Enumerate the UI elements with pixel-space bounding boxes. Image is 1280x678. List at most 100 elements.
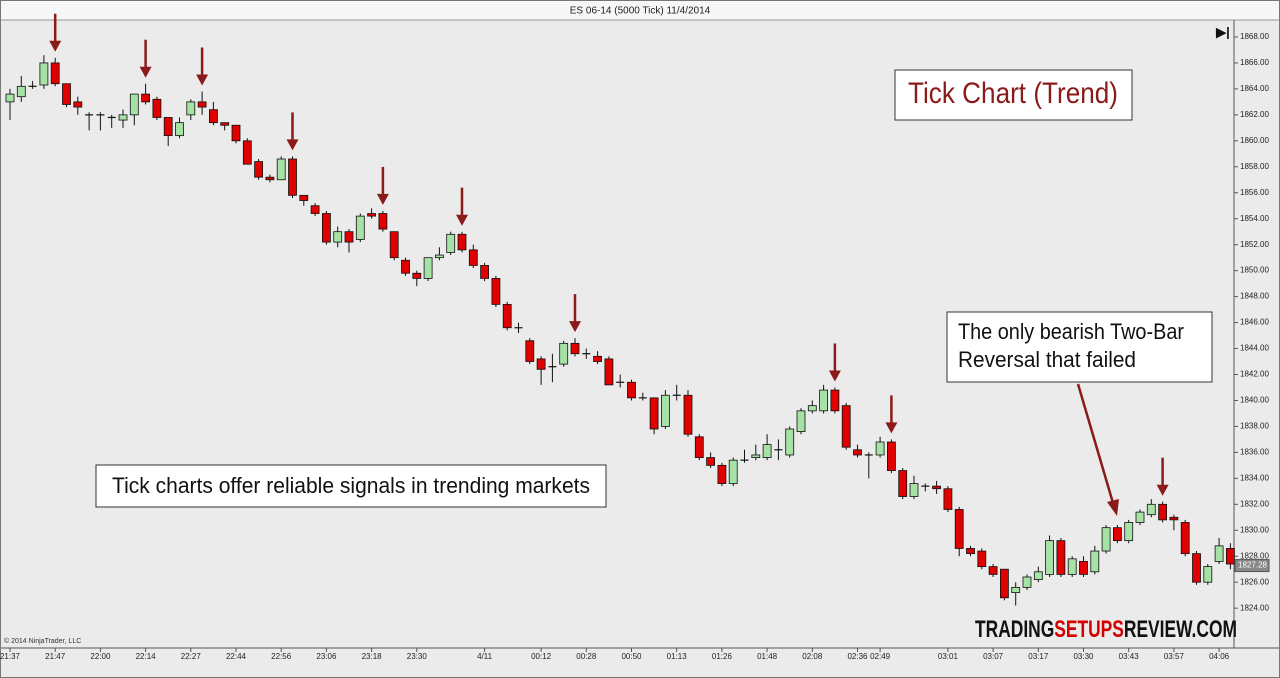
candle-body <box>559 342 569 365</box>
y-tick-label: 1848.00 <box>1240 292 1269 301</box>
y-tick-label: 1852.00 <box>1240 240 1269 249</box>
candle-body <box>1226 548 1235 565</box>
signal-arrowhead <box>1156 484 1169 496</box>
x-tick-label: 21:37 <box>0 652 21 661</box>
candle-body <box>1000 568 1009 599</box>
candle-body <box>50 62 60 85</box>
candle-body <box>299 194 309 201</box>
candle-body <box>943 488 953 510</box>
y-tick-label: 1846.00 <box>1240 318 1269 327</box>
y-tick-label: 1868.00 <box>1240 32 1269 41</box>
candle-body <box>401 259 410 274</box>
candle-body <box>706 457 715 466</box>
x-tick-label: 00:28 <box>576 652 597 661</box>
candle-body <box>1135 511 1145 523</box>
candle-body <box>491 278 501 305</box>
candle-body <box>966 548 975 555</box>
copyright: © 2014 NinjaTrader, LLC <box>4 637 81 645</box>
plot: 1824.00 1826.00 1828.00 1830.00 1832.00 1834.… <box>0 13 1270 661</box>
y-tick-label: 1836.00 <box>1240 447 1269 456</box>
candle-body <box>163 117 173 137</box>
y-tick-label: 1840.00 <box>1240 396 1269 405</box>
candle-body <box>977 550 987 568</box>
watermark-part: SETUPS <box>1054 616 1124 643</box>
failed-annotation-line: The only bearish Two-Bar <box>958 319 1184 344</box>
signal-arrowhead <box>139 66 152 78</box>
candle-body <box>5 93 15 103</box>
last-price-label: 1827.28 <box>1238 561 1267 570</box>
candle-body <box>310 205 320 214</box>
y-tick-label: 1850.00 <box>1240 266 1269 275</box>
candle-body <box>321 213 331 243</box>
watermark-part: TRADING <box>975 616 1054 643</box>
signal-arrowhead <box>828 370 841 382</box>
x-tick-label: 04:06 <box>1209 652 1230 661</box>
candle-body <box>1180 522 1190 555</box>
y-tick-label: 1842.00 <box>1240 370 1269 379</box>
signal-arrowhead <box>196 74 209 86</box>
candle-body <box>1045 540 1054 575</box>
failed-annotation-box <box>946 311 1213 383</box>
y-tick-label: 1866.00 <box>1240 58 1269 67</box>
signal-arrowhead <box>885 422 898 434</box>
candle-body <box>141 93 151 103</box>
candle-body <box>1079 561 1088 575</box>
candle-body <box>423 257 433 279</box>
candle-body <box>457 233 467 251</box>
candle-body <box>830 389 840 412</box>
candle-body <box>593 355 602 362</box>
candle-body <box>841 405 851 448</box>
x-tick-label: 01:26 <box>712 652 733 661</box>
candle-body <box>39 62 49 86</box>
y-tick-label: 1856.00 <box>1240 188 1269 197</box>
candle-body <box>389 231 399 259</box>
candle-body <box>694 436 704 458</box>
y-tick-label: 1838.00 <box>1240 422 1269 431</box>
candle-body <box>717 464 727 484</box>
y-tick-label: 1862.00 <box>1240 110 1269 119</box>
candle-body <box>819 389 828 412</box>
candle-body <box>197 101 207 108</box>
candle-body <box>1056 540 1066 575</box>
candle-body <box>661 394 670 427</box>
x-tick-label: 03:01 <box>938 652 959 661</box>
x-tick-label: 02:08 <box>802 652 823 661</box>
candle-body <box>1158 503 1167 521</box>
candle-body <box>1022 576 1032 588</box>
x-tick-label: 22:14 <box>136 652 157 661</box>
x-tick-label: 03:43 <box>1119 652 1140 661</box>
watermark: TRADINGSETUPSREVIEW.COM <box>975 616 1237 643</box>
candle-body <box>288 158 297 196</box>
y-tick-label: 1828.00 <box>1240 551 1269 560</box>
candle-body <box>1203 566 1213 583</box>
candle-body <box>208 109 218 124</box>
candle-body <box>355 215 365 240</box>
candle-body <box>468 249 478 266</box>
candle-body <box>604 358 614 386</box>
candle-body <box>1146 503 1156 516</box>
candle-body <box>728 459 738 484</box>
candle-body <box>853 449 862 456</box>
candle-body <box>231 124 241 142</box>
candle-body <box>62 83 71 105</box>
candle-body <box>570 342 580 355</box>
x-tick-label: 03:57 <box>1164 652 1185 661</box>
x-tick-label: 02:36 <box>847 652 868 661</box>
x-tick-label: 4/11 <box>477 652 493 661</box>
y-tick-label: 1864.00 <box>1240 84 1269 93</box>
y-tick-label: 1844.00 <box>1240 344 1269 353</box>
candle-body <box>536 358 546 370</box>
candle-body <box>152 98 162 118</box>
signal-arrowhead <box>49 40 62 52</box>
scroll-end-icon[interactable]: ▶| <box>1215 24 1230 39</box>
candle-body <box>988 566 998 575</box>
candle-body <box>412 272 422 279</box>
candle-body <box>1011 586 1021 593</box>
y-tick-label: 1832.00 <box>1240 499 1269 508</box>
candle-body <box>265 176 275 181</box>
candle-body <box>807 405 817 412</box>
x-tick-label: 23:30 <box>407 652 428 661</box>
signal-arrowhead <box>569 321 581 333</box>
candle-body <box>954 509 964 549</box>
candle-body <box>480 265 490 279</box>
